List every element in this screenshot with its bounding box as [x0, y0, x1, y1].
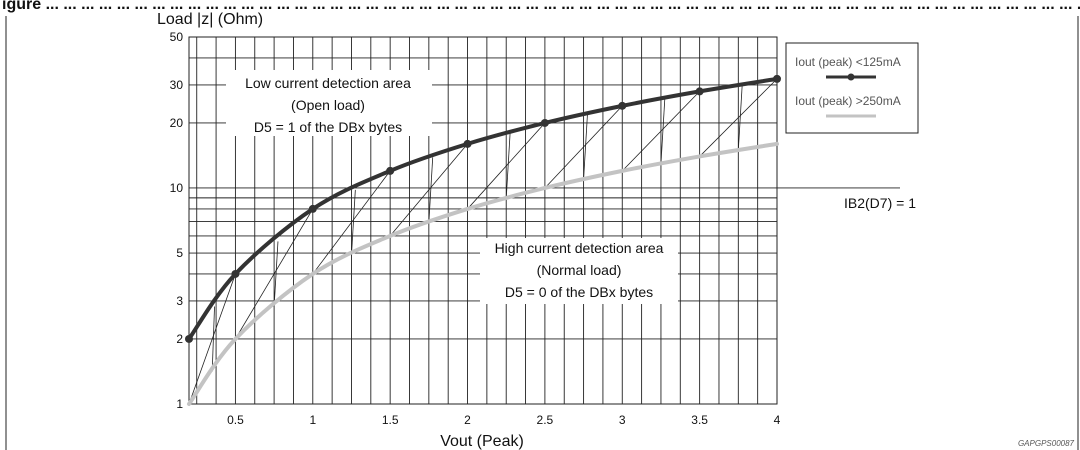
y-tick-label-2: 3: [176, 294, 183, 308]
series-line-high-current: [187, 141, 779, 406]
hatch-line-13: [660, 98, 666, 164]
series-point-low-current-0: [185, 334, 193, 343]
hatch-line-14: [699, 78, 778, 157]
x-axis-label: Vout (Peak): [440, 433, 524, 450]
series-line-low-current: [187, 76, 779, 341]
x-tick-label-2: 1.5: [382, 413, 399, 427]
hatch-line-8: [467, 122, 546, 210]
y-tick-label-5: 20: [170, 116, 184, 130]
series-point-low-current-5: [540, 118, 549, 127]
hatch-line-10: [544, 105, 623, 189]
hatch-region: [188, 78, 778, 405]
legend-label-low-current: Iout (peak) <125mA: [795, 55, 901, 69]
high-area-box: [480, 238, 678, 304]
hatch-line-4: [312, 170, 391, 275]
figure-caption-fragment: igure ... ... ... ... ... ... ... ... ..…: [2, 0, 1080, 13]
series-layer: [185, 74, 781, 406]
series-point-low-current-6: [618, 101, 627, 110]
series-point-low-current-8: [773, 74, 781, 83]
legend: [785, 42, 919, 134]
plot-area: [188, 36, 778, 405]
hatch-line-2: [235, 208, 314, 340]
hatch-line-15: [737, 85, 743, 151]
y-tick-label-0: 1: [176, 397, 183, 411]
y-tick-label-3: 5: [176, 246, 183, 260]
x-tick-label-5: 3: [619, 413, 626, 427]
hatch-line-5: [351, 189, 356, 255]
x-tick-label-7: 4: [774, 413, 781, 427]
y-tick-label-7: 50: [170, 30, 184, 44]
series-point-low-current-7: [695, 87, 704, 96]
high-area-label-2: (Normal load): [537, 262, 622, 278]
high-area-label-3: D5 = 0 of the DBx bytes: [505, 284, 653, 300]
series-point-low-current-3: [386, 166, 395, 175]
x-tick-label-0: 0.5: [227, 413, 244, 427]
y-axis-label: Load |z| (Ohm): [157, 11, 263, 28]
hatch-line-3: [273, 241, 279, 307]
low-area-label-1: Low current detection area: [245, 75, 411, 91]
hatch-line-0: [188, 273, 236, 405]
legend-marker-low-current: [847, 73, 855, 81]
reference-code: GAPGPS00087: [1018, 439, 1075, 448]
series-point-low-current-2: [308, 204, 317, 213]
hatch-line-11: [583, 114, 588, 180]
hatch-line-7: [428, 157, 434, 223]
hatch-line-1: [211, 306, 215, 372]
y-tick-labels: 1 2 3 5 10 20 30 50: [170, 30, 184, 411]
x-tick-labels: 0.5 1 1.5 2 2.5 3 3.5 4: [227, 413, 781, 427]
x-tick-label-1: 1: [309, 413, 316, 427]
legend-label-high-current: Iout (peak) >250mA: [795, 94, 901, 108]
y-tick-label-1: 2: [176, 332, 183, 346]
ib2-label: IB2(D7) = 1: [844, 195, 916, 211]
low-area-box: [226, 70, 432, 136]
hatch-line-6: [389, 143, 468, 237]
hatch-line-9: [505, 133, 511, 199]
low-area-label-2: (Open load): [291, 97, 365, 113]
hatch-line-12: [621, 91, 700, 172]
series-point-low-current-1: [231, 269, 240, 278]
x-tick-label-4: 2.5: [537, 413, 554, 427]
x-tick-label-3: 2: [464, 413, 471, 427]
y-tick-label-6: 30: [170, 78, 184, 92]
y-tick-label-4: 10: [170, 181, 184, 195]
x-tick-label-6: 3.5: [691, 413, 708, 427]
high-area-label-1: High current detection area: [495, 240, 664, 256]
low-area-label-3: D5 = 1 of the DBx bytes: [254, 119, 402, 135]
series-point-low-current-4: [463, 139, 472, 148]
